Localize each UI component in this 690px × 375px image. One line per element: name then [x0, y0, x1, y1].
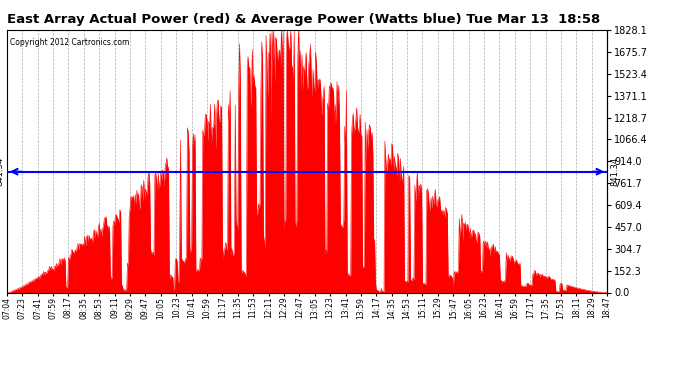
Text: 841.34: 841.34	[0, 157, 4, 186]
Text: Copyright 2012 Cartronics.com: Copyright 2012 Cartronics.com	[10, 38, 129, 47]
Text: 841.34: 841.34	[610, 157, 619, 186]
Text: East Array Actual Power (red) & Average Power (Watts blue) Tue Mar 13  18:58: East Array Actual Power (red) & Average …	[7, 13, 600, 26]
